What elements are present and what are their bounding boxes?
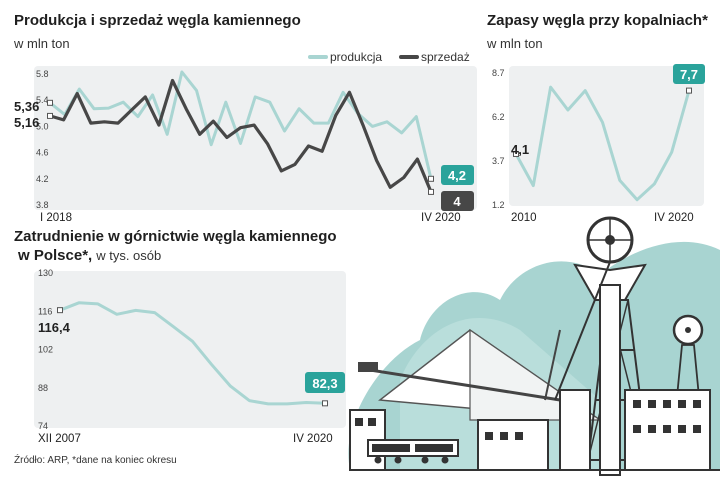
wheel [394,456,402,464]
chart2-x-start-label: 2010 [511,212,537,224]
chart3-title-line2: w Polsce*, w tys. osób [17,247,161,264]
chart3-y-tick-label: 88 [38,383,48,393]
wheel [374,456,382,464]
conveyor-leg [544,329,561,401]
chart1-sales-start-label: 5,16 [14,115,39,130]
chart2-lines [513,85,692,202]
window [355,418,363,426]
conveyor-belt [369,368,561,402]
legend-label-sales: sprzedaż [421,50,470,64]
small-wheel-hub [685,327,691,333]
conveyor-head [358,362,378,372]
wagon-window [415,444,453,452]
window [693,425,701,433]
chart1-subtitle: w mln ton [13,36,70,51]
wagon-window [372,444,410,452]
headframe-top [573,263,647,301]
window [633,400,641,408]
chart3-x-end-label: IV 2020 [293,433,333,445]
chart2-y-tick-label: 8.7 [492,68,505,78]
chart1-end-point [428,188,434,195]
window [678,425,686,433]
chart2-end-label: 7,7 [680,67,698,82]
chart3-y-tick-label: 102 [38,345,53,355]
window [663,425,671,433]
window [515,432,523,440]
chart3-end-label: 82,3 [312,376,337,391]
window [648,425,656,433]
chart3-end-box [305,372,345,393]
mine-illustration [348,216,720,476]
chart1-y-tick-label: 4.6 [36,148,49,158]
window [678,400,686,408]
chart1-y-tick-label: 5.4 [36,95,49,105]
chart2-series-line-1 [514,85,691,202]
chart3-y-tick-label: 74 [38,421,48,431]
chart1-x-end-label: IV 2020 [421,212,461,224]
chart2-y-tick-label: 3.7 [492,156,505,166]
chart3-title-line1: Zatrudnienie w górnictwie węgla kamienne… [14,228,337,245]
building-mid [477,419,549,471]
window [663,400,671,408]
window [500,432,508,440]
chart1-lines [47,70,434,195]
chart3-lines [57,301,328,407]
chart2-x-end-label: IV 2020 [654,212,694,224]
chart2-end-point [686,87,692,94]
chart1-production-end-label: 4,2 [448,168,466,183]
chart3-y-tick-label: 116 [38,306,52,316]
chart1-series-line-1 [48,70,433,181]
chart3-subtitle: w tys. osób [95,248,161,263]
chart1-panel [34,66,477,210]
window [648,400,656,408]
chart1-sales-end-label: 4 [453,194,461,209]
chart3-end-point [322,400,328,407]
chart1-y-tick-label: 4.2 [36,174,49,184]
window [485,432,493,440]
building-chimney [559,389,591,471]
chart1-y-ticks: 5.8 5.4 5.0 4.6 4.2 3.8 [36,69,49,210]
window [633,425,641,433]
chart3-x-start-label: XII 2007 [38,433,81,445]
chart3-start-point [57,307,63,314]
chart3-y-ticks: 130 116 102 88 74 [38,268,53,431]
chart2-start-label: 4,1 [511,142,529,157]
chart1-y-tick-label: 5.8 [36,69,49,79]
chart1-sales-end-box [441,191,474,211]
chart3-start-label: 116,4 [38,320,71,335]
chart2-start-point [513,150,519,157]
chart1-start-point [47,112,53,119]
chart1-production-start-label: 5,36 [14,99,39,114]
chart1-y-tick-label: 5.0 [36,121,49,131]
chart1-end-point [428,175,434,182]
chart1-production-end-box [441,165,474,185]
chart2-y-tick-label: 6.2 [492,112,505,122]
chart3-title-line2-bold: w Polsce*, [17,247,92,264]
chart2-title: Zapasy węgla przy kopalniach* [487,12,708,29]
chart1-legend: produkcja sprzedaż [308,50,470,64]
chart2-y-tick-label: 1.2 [492,200,505,210]
chart1-series-line-2 [48,78,433,194]
chart3-series-line-1 [58,301,327,406]
chart2-end-box [673,64,705,84]
chart1-start-point [47,99,53,106]
chart1-title: Produkcja i sprzedaż węgla kamiennego [14,12,301,29]
source-note: Źródło: ARP, *dane na koniec okresu [14,453,177,466]
chart3-y-tick-label: 130 [38,268,53,278]
shaft-tower [599,284,621,476]
window [693,400,701,408]
chart1-x-start-label: I 2018 [40,212,72,224]
chart2-subtitle: w mln ton [486,36,543,51]
legend-label-production: produkcja [330,50,382,64]
chart1-y-tick-label: 3.8 [36,200,49,210]
wheel [421,456,429,464]
wheel [441,456,449,464]
chart2-y-ticks: 8.7 6.2 3.7 1.2 [492,68,505,210]
window [368,418,376,426]
